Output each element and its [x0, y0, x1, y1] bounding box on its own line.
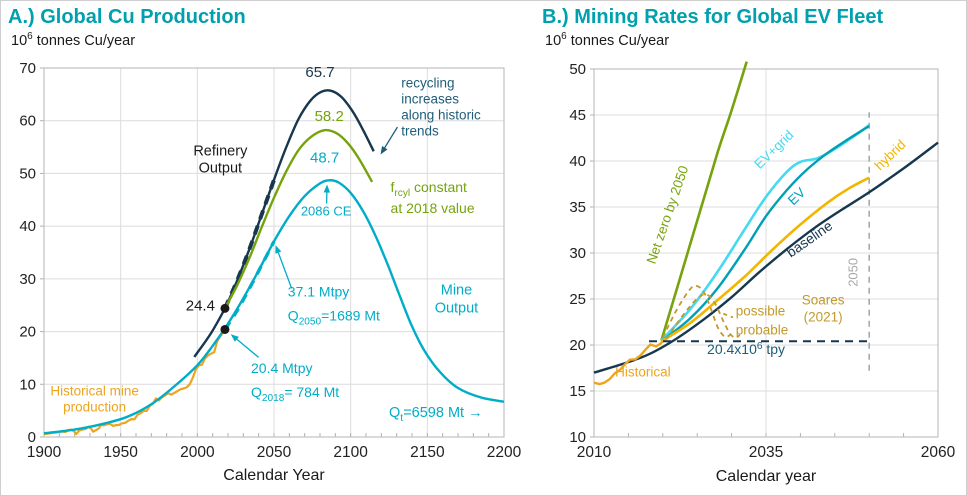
unit-base: 10 [11, 32, 28, 49]
y-tick-label: 45 [569, 107, 586, 124]
annotation-peak-year: 2086 CE [301, 204, 352, 219]
x-axis-label: Calendar year [716, 468, 817, 485]
annotation-mine-output-label: Output [435, 301, 479, 317]
y-tick-label: 60 [19, 113, 36, 130]
series-frcyl-constant [223, 128, 374, 309]
annotation-possible-probable-label: probable [736, 323, 789, 338]
series-ev [660, 124, 870, 343]
series-refinery-output [193, 89, 375, 358]
y-tick-label: 25 [569, 291, 586, 308]
annotation-possible-probable-label: possible [736, 304, 786, 319]
y-tick-label: 40 [569, 153, 586, 170]
annotation-recycling-note: trends [401, 124, 439, 139]
series-mine-output [43, 179, 505, 435]
annotation-frcyl-note: at 2018 value [391, 200, 475, 216]
marker-refinery-2018-dot [220, 303, 230, 313]
series-soares-probable [665, 293, 741, 341]
annotation-recycling-note: along historic [401, 108, 481, 123]
unit-exponent: 6 [561, 31, 567, 42]
panel-b-unit-label: 106 tonnes Cu/year [545, 31, 669, 49]
plot-box [593, 68, 939, 438]
annotation-q2050-note: 37.1 Mtpy [288, 283, 349, 299]
annotation-recycling-note: recycling [401, 76, 454, 91]
x-tick-label: 2100 [333, 444, 368, 461]
annotation-tpy-label: 20.4x106 tpy [707, 341, 785, 357]
y-tick-label: 10 [569, 429, 586, 446]
annotation-refinery-output-label: Output [199, 161, 243, 177]
annotation-q2018-note: Q2018= 784 Mt [251, 384, 339, 404]
annotation-peak-frcyl: 58.2 [315, 108, 344, 125]
x-tick-label: 2200 [487, 444, 522, 461]
annotation-evgrid-label: EV+grid [751, 127, 796, 171]
y-tick-label: 35 [569, 199, 586, 216]
annotation-soares-label: Soares [802, 293, 845, 308]
panel-a-unit-label: 106 tonnes Cu/year [11, 31, 135, 49]
series-historical-mine-production [43, 328, 226, 436]
annotation-value-24-4: 24.4 [186, 297, 215, 314]
series-historical [593, 340, 664, 386]
annotation-baseline-label: baseline [783, 217, 835, 260]
x-tick-label: 2150 [410, 444, 445, 461]
y-tick-label: 30 [19, 271, 36, 288]
series-mine-output-projection-dashed [223, 240, 276, 331]
annotation-historical-label: Historical [615, 364, 671, 379]
series-refinery-projection-dashed [223, 179, 276, 310]
marker-mine-2018-dot [220, 324, 230, 334]
annotation-soares-label: (2021) [804, 310, 843, 325]
y-tick-label: 15 [569, 383, 586, 400]
y-tick-label: 40 [19, 218, 36, 235]
series-net-zero-by-2050 [660, 61, 748, 341]
series-baseline [593, 141, 939, 374]
arrow-line [382, 126, 398, 152]
x-tick-label: 2010 [577, 444, 612, 461]
annotation-historical-note: production [63, 399, 126, 414]
unit-rest: tonnes Cu/year [566, 32, 670, 49]
annotation-q2050-note: Q2050=1689 Mt [288, 307, 380, 327]
y-tick-label: 20 [19, 324, 36, 341]
x-tick-label: 1900 [27, 444, 62, 461]
annotation-frcyl-note: frcyl constant [391, 179, 468, 199]
y-tick-label: 20 [569, 337, 586, 354]
panel-a-title: A.) Global Cu Production [8, 6, 246, 28]
annotation-historical-note: Historical mine [50, 383, 139, 398]
annotation-peak-refinery: 65.7 [305, 64, 334, 81]
arrow-head [275, 245, 282, 254]
series-hybrid [660, 176, 870, 343]
arrow-line [276, 248, 293, 289]
x-tick-label: 2035 [749, 444, 783, 461]
x-axis-label: Calendar Year [223, 467, 325, 484]
arrow-line [233, 336, 260, 358]
x-tick-label: 2060 [921, 444, 956, 461]
series-soares-possible [661, 284, 731, 339]
panel-b-title: B.) Mining Rates for Global EV Fleet [542, 6, 884, 28]
x-tick-label: 1950 [103, 444, 138, 461]
series-soares-leader [722, 312, 734, 319]
arrow-head [230, 334, 239, 342]
annotation-peak-mine: 48.7 [310, 149, 339, 166]
annotation-y2050-label: 2050 [846, 258, 861, 287]
arrow-head [380, 145, 388, 155]
unit-rest: tonnes Cu/year [32, 32, 136, 49]
y-tick-label: 10 [19, 376, 36, 393]
annotation-netzero-label: Net zero by 2050 [644, 164, 692, 266]
x-tick-label: 2050 [257, 444, 292, 461]
y-tick-label: 0 [28, 429, 36, 446]
annotation-q2018-note: 20.4 Mtpy [251, 360, 312, 376]
annotation-qt-note: Qt=6598 Mt → [389, 405, 483, 424]
annotation-refinery-output-label: Refinery [193, 144, 248, 160]
y-tick-label: 70 [19, 60, 36, 77]
y-tick-label: 30 [569, 245, 586, 262]
x-tick-label: 2000 [180, 444, 215, 461]
y-tick-label: 50 [569, 61, 586, 78]
unit-base: 10 [545, 32, 562, 49]
plot-box [43, 67, 505, 438]
arrow-head [323, 184, 331, 193]
y-tick-label: 50 [19, 165, 36, 182]
unit-exponent: 6 [27, 31, 33, 42]
annotation-recycling-note: increases [401, 92, 459, 107]
annotation-mine-output-label: Mine [441, 283, 472, 299]
